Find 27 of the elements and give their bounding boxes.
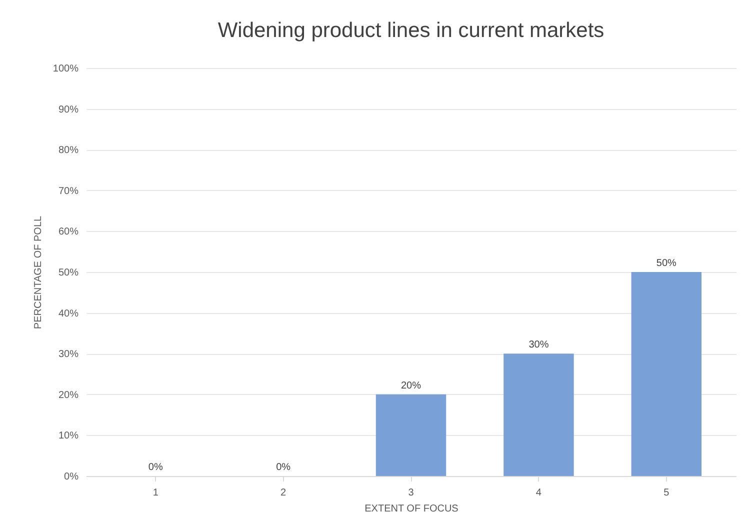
- bar: [504, 354, 574, 476]
- x-tick-label: 4: [536, 488, 542, 498]
- y-tick-label: 60%: [58, 226, 79, 238]
- y-tick-label: 90%: [58, 104, 79, 116]
- y-tick-label: 50%: [58, 268, 79, 278]
- y-tick-label: 10%: [58, 430, 79, 442]
- y-axis-title: PERCENTAGE OF POLL: [32, 215, 44, 330]
- bar: [376, 394, 446, 476]
- x-axis-title: EXTENT OF FOCUS: [364, 504, 459, 514]
- y-tick-label: 80%: [58, 145, 79, 156]
- x-tick-label: 5: [664, 488, 670, 498]
- y-tick-label: 20%: [58, 390, 79, 401]
- data-label: 30%: [528, 340, 549, 351]
- data-label: 20%: [400, 380, 422, 392]
- bar: [631, 272, 702, 476]
- y-tick-label: 70%: [58, 186, 79, 197]
- x-tick-label: 3: [408, 488, 414, 498]
- data-label: 0%: [276, 462, 291, 473]
- y-tick-label: 0%: [64, 472, 79, 482]
- x-tick-label: 1: [152, 488, 159, 498]
- y-tick-label: 100%: [52, 64, 79, 74]
- data-label: 50%: [656, 258, 677, 269]
- y-tick-label: 30%: [58, 349, 79, 360]
- chart-title: Widening product lines in current markets: [218, 19, 604, 42]
- data-label: 0%: [148, 462, 163, 473]
- y-tick-label: 40%: [58, 308, 79, 320]
- x-tick-label: 2: [280, 488, 287, 498]
